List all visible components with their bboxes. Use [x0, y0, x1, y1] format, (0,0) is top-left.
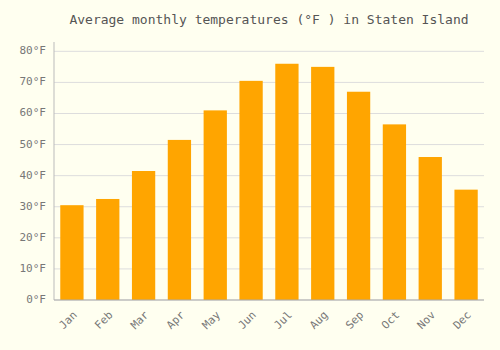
bar — [239, 81, 262, 300]
grid-line — [54, 300, 484, 301]
bar — [204, 110, 227, 300]
bar — [454, 190, 477, 300]
bar — [275, 64, 298, 300]
title: Average monthly temperatures (°F ) in St… — [69, 12, 468, 27]
bar — [311, 67, 334, 300]
x-tick-labels: Jan Feb Mar Apr May Jun Jul Aug Sep Oct Nov Dec — [56, 308, 473, 332]
bar — [383, 124, 406, 300]
x-tick-label: Mar — [128, 308, 152, 332]
x-tick-label: Jun — [236, 309, 259, 332]
y-tick-label: 80°F — [20, 44, 47, 57]
bar — [60, 205, 83, 300]
x-tick-label: Oct — [379, 309, 402, 332]
bars — [60, 64, 477, 300]
x-axis-line — [54, 300, 484, 301]
y-tick-label: 0°F — [26, 293, 46, 306]
grid-line — [54, 51, 484, 52]
bar — [347, 92, 370, 300]
y-axis-line — [54, 42, 55, 300]
x-tick-label: Aug — [307, 309, 330, 332]
y-grid — [54, 51, 484, 300]
background — [0, 0, 500, 350]
y-tick-label: 20°F — [20, 231, 47, 244]
y-tick-label: 50°F — [20, 138, 47, 151]
bar — [132, 171, 155, 300]
bar — [168, 140, 191, 300]
bar — [419, 157, 442, 300]
x-tick-label: Jul — [271, 309, 294, 332]
grid-line — [54, 82, 484, 83]
y-tick-label: 10°F — [20, 262, 47, 275]
x-tick-label: Dec — [451, 309, 474, 332]
bar — [96, 199, 119, 300]
x-tick-label: Nov — [415, 308, 439, 332]
x-tick-label: Jan — [56, 309, 79, 332]
chart-container: 0°F 10°F 20°F 30°F 40°F 50°F 60°F 70°F 80°F Jan Fe… — [0, 0, 500, 350]
x-tick-label: Sep — [343, 309, 366, 332]
x-tick-label: Feb — [92, 309, 115, 332]
x-tick-label: May — [200, 308, 224, 332]
y-tick-label: 70°F — [20, 75, 47, 88]
grid-line — [54, 113, 484, 114]
grid-line — [54, 144, 484, 145]
y-tick-labels: 0°F 10°F 20°F 30°F 40°F 50°F 60°F 70°F 80°F — [20, 44, 47, 306]
y-tick-label: 40°F — [20, 169, 47, 182]
x-tick-label: Apr — [164, 308, 188, 332]
y-tick-label: 30°F — [20, 200, 47, 213]
chart-svg: 0°F 10°F 20°F 30°F 40°F 50°F 60°F 70°F 80°F Jan Fe… — [0, 0, 500, 350]
y-tick-label: 60°F — [20, 106, 47, 119]
